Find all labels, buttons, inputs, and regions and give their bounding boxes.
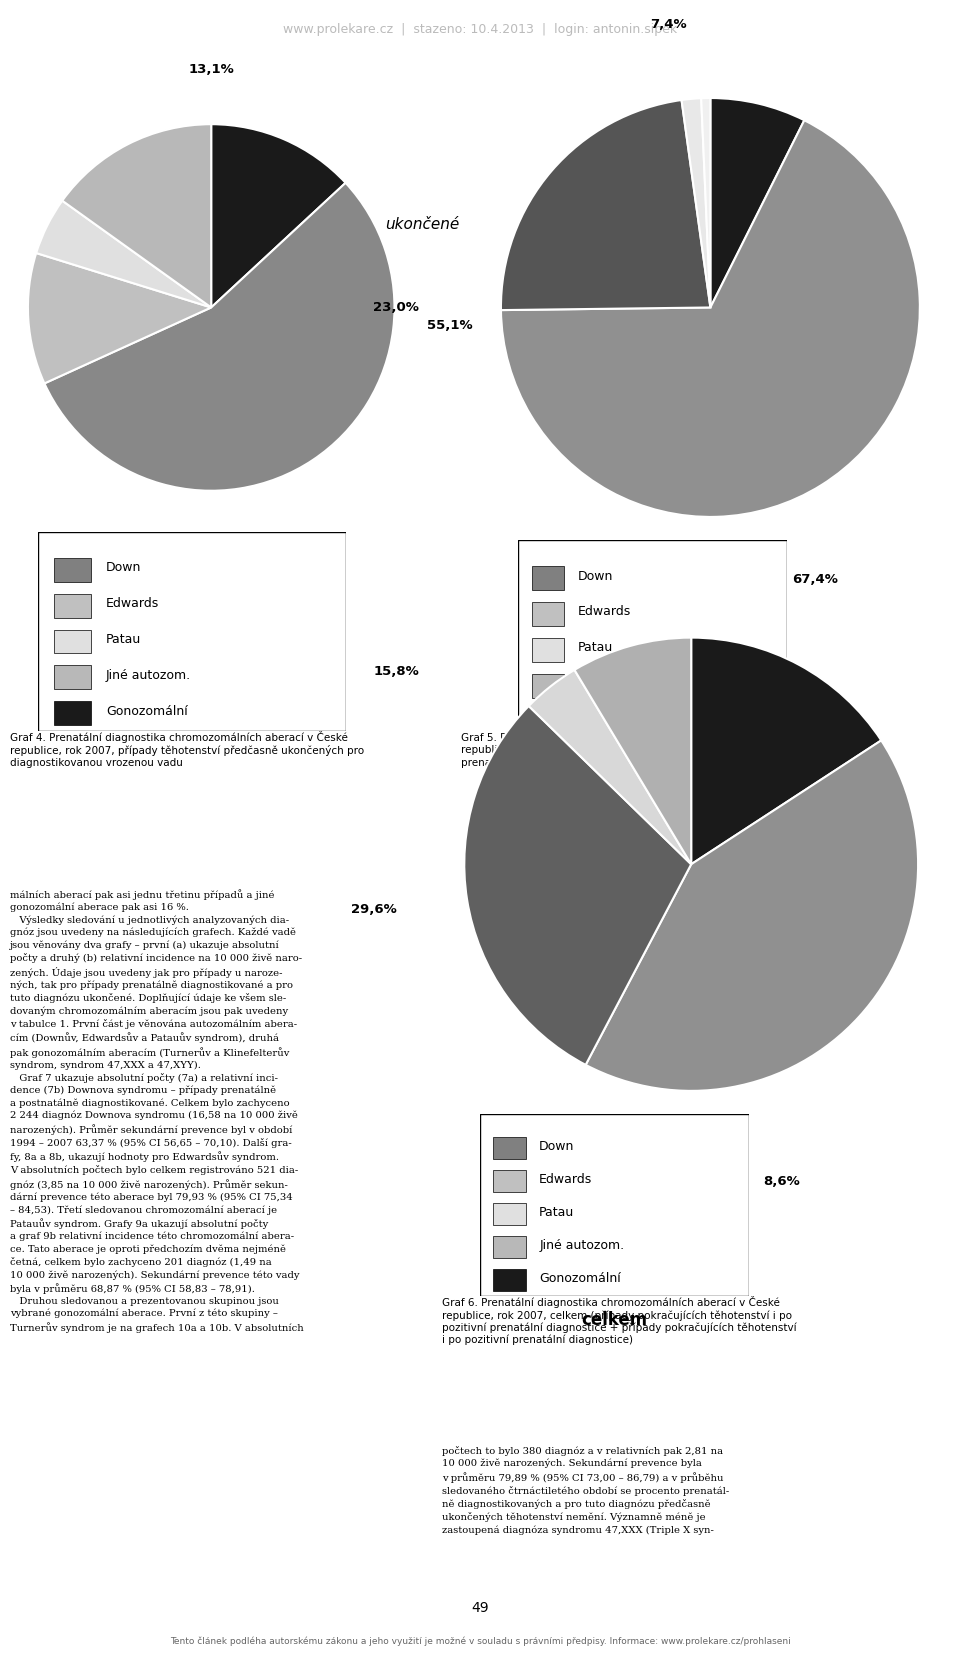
Text: 23,0%: 23,0% — [373, 301, 420, 314]
Text: Jiné autozom.: Jiné autozom. — [540, 1238, 624, 1251]
Text: Jiné autozom.: Jiné autozom. — [578, 676, 662, 690]
Text: Gonozomální: Gonozomální — [540, 1271, 621, 1285]
Text: 8,6%: 8,6% — [763, 1175, 801, 1188]
Text: Edwards: Edwards — [540, 1173, 592, 1187]
Text: 55,1%: 55,1% — [426, 319, 472, 332]
Bar — [493, 1270, 526, 1291]
Text: Patau: Patau — [106, 633, 141, 647]
Text: Down: Down — [540, 1140, 574, 1153]
Text: 49: 49 — [471, 1601, 489, 1615]
Bar — [54, 593, 90, 618]
Text: 5,1%: 5,1% — [46, 538, 83, 552]
Wedge shape — [529, 670, 691, 864]
FancyBboxPatch shape — [518, 540, 787, 740]
Text: ukončené: ukončené — [385, 218, 459, 233]
Text: počtech to bylo 380 diagnóz a v relativních pak 2,81 na
10 000 živě narozených. : počtech to bylo 380 diagnóz a v relativn… — [442, 1446, 729, 1534]
FancyBboxPatch shape — [38, 532, 346, 731]
Text: celkem: celkem — [582, 1311, 647, 1330]
Text: Graf 5. Prenatální diagnostika chromozomálních aberací v České
republice, rok 20: Graf 5. Prenatální diagnostika chromozom… — [461, 731, 814, 768]
Text: Edwards: Edwards — [578, 605, 631, 618]
Bar — [493, 1203, 526, 1225]
Text: 13,1%: 13,1% — [188, 63, 234, 76]
Text: málních aberací pak asi jednu třetinu případů a jiné
gonozomální aberace pak asi: málních aberací pak asi jednu třetinu př… — [10, 889, 303, 1333]
Bar — [54, 665, 90, 690]
Text: Patau: Patau — [540, 1205, 574, 1218]
Wedge shape — [574, 638, 691, 864]
Text: www.prolekare.cz  |  stazeno: 10.4.2013  |  login: antonin.sipek: www.prolekare.cz | stazeno: 10.4.2013 | … — [283, 23, 677, 35]
Wedge shape — [28, 253, 211, 384]
Text: 15,8%: 15,8% — [373, 665, 420, 678]
Text: 67,4%: 67,4% — [792, 573, 838, 587]
Text: Graf 6. Prenatální diagnostika chromozomálních aberací v České
republice, rok 20: Graf 6. Prenatální diagnostika chromozom… — [442, 1296, 796, 1345]
Bar — [532, 602, 564, 627]
Text: Gonozomální: Gonozomální — [106, 705, 188, 718]
Text: Gonozomální: Gonozomální — [578, 713, 660, 726]
Bar — [493, 1170, 526, 1192]
Bar — [54, 558, 90, 582]
Text: Graf 4. Prenatální diagnostika chromozomálních aberací v České
republice, rok 20: Graf 4. Prenatální diagnostika chromozom… — [10, 731, 364, 768]
Bar — [532, 710, 564, 733]
Wedge shape — [501, 120, 920, 517]
Wedge shape — [586, 740, 918, 1090]
Bar — [54, 701, 90, 725]
Text: Tento článek podléha autorskému zákonu a jeho využití je možné v souladu s právn: Tento článek podléha autorskému zákonu a… — [170, 1637, 790, 1645]
Wedge shape — [710, 98, 804, 307]
Wedge shape — [501, 100, 710, 311]
FancyBboxPatch shape — [480, 1114, 749, 1296]
Wedge shape — [36, 201, 211, 307]
Text: Patau: Patau — [578, 642, 612, 655]
Bar — [532, 638, 564, 661]
Text: 4,1%: 4,1% — [560, 1175, 596, 1188]
Text: 11,6%: 11,6% — [243, 548, 289, 562]
Wedge shape — [465, 706, 691, 1065]
Text: Down: Down — [578, 570, 612, 583]
Wedge shape — [211, 125, 346, 307]
Bar — [532, 567, 564, 590]
Text: 7,4%: 7,4% — [650, 18, 686, 32]
Bar — [493, 1237, 526, 1258]
Text: Edwards: Edwards — [106, 597, 159, 610]
Wedge shape — [682, 98, 710, 307]
Text: Jiné autozom.: Jiné autozom. — [106, 668, 191, 681]
Bar — [493, 1137, 526, 1160]
Wedge shape — [691, 638, 881, 864]
Wedge shape — [701, 98, 710, 307]
Text: Down: Down — [106, 562, 141, 575]
Text: 29,6%: 29,6% — [350, 902, 396, 916]
Bar — [54, 630, 90, 653]
Wedge shape — [62, 125, 211, 307]
Bar — [532, 673, 564, 698]
Wedge shape — [44, 183, 395, 490]
